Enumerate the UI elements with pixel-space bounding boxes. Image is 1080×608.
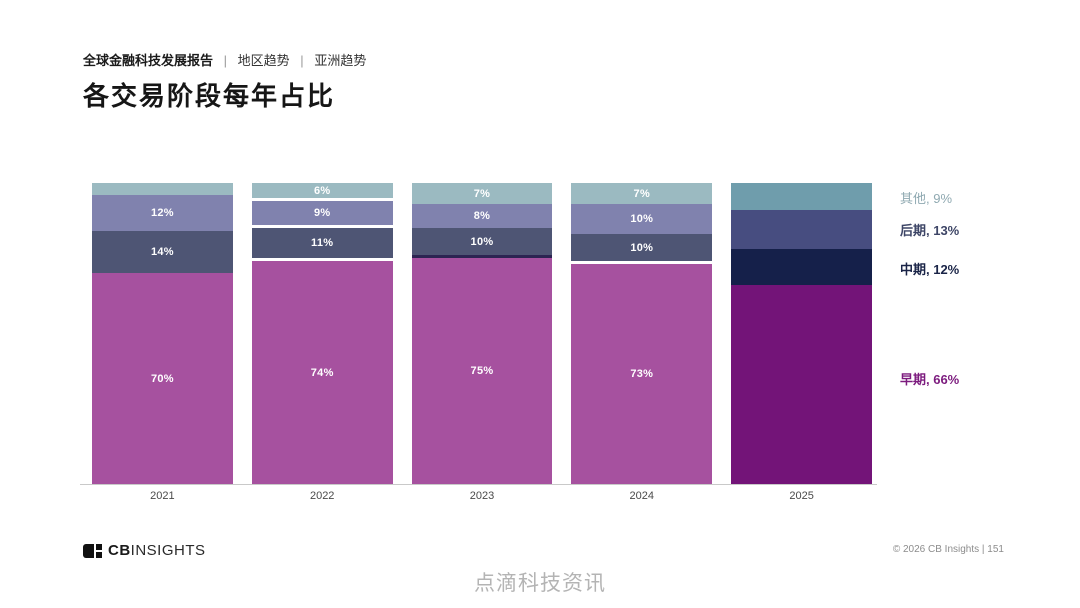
breadcrumb-region-trends: 地区趋势: [237, 53, 290, 68]
segment-value-label: 7%: [633, 187, 651, 200]
segment-中期-2023: 10%: [411, 228, 553, 259]
segment-其他-2021: [92, 183, 233, 196]
segment-其他-2025: [731, 183, 872, 211]
legend-item-早期: 早期, 66%: [900, 372, 960, 387]
segment-其他-2022: 6%: [251, 183, 393, 202]
x-tick-2023: 2023: [469, 490, 495, 502]
x-tick-2024: 2024: [629, 490, 655, 502]
segment-value-label: 9%: [313, 207, 331, 220]
segment-value-label: 73%: [630, 368, 654, 381]
watermark: 点滴科技资讯: [474, 572, 606, 595]
cbinsights-logo-icon: [83, 543, 102, 558]
segment-中期-2021: 14%: [92, 231, 233, 274]
breadcrumb: 全球金融科技发展报告 | 地区趋势 | 亚洲趋势: [83, 50, 366, 69]
segment-其他-2024: 7%: [571, 183, 713, 205]
legend-item-其他: 其他, 9%: [900, 191, 953, 206]
x-tick-2025: 2025: [789, 490, 814, 502]
segment-value-label: 14%: [150, 246, 174, 259]
x-tick-2022: 2022: [309, 490, 335, 502]
bar-2022: 6% 9% 11% 74%: [251, 183, 393, 484]
segment-value-label: 8%: [473, 210, 491, 223]
segment-value-label: 10%: [470, 235, 494, 248]
x-axis-line: [80, 484, 877, 485]
segment-value-label: 11%: [311, 237, 334, 250]
cbinsights-logo-text: CBINSIGHTS: [108, 542, 206, 559]
plot-area: 12% 14% 70% 6% 9% 11% 74% 7% 8% 10% 75% 7% 10% 10% 73%: [92, 183, 872, 484]
segment-中期-2024: 10%: [571, 234, 713, 265]
segment-其他-2023: 7%: [411, 183, 553, 205]
page-title: 各交易阶段每年占比: [83, 81, 336, 111]
segment-value-label: 10%: [630, 213, 654, 226]
segment-早期-2023: 75%: [411, 258, 553, 484]
segment-中期-2025: [731, 249, 872, 286]
segment-后期-2021: 12%: [92, 195, 233, 232]
bar-2023: 7% 8% 10% 75%: [411, 183, 553, 484]
copyright-page-number: © 2026 CB Insights | 151: [892, 544, 1004, 555]
legend-item-中期: 中期, 12%: [900, 262, 960, 277]
breadcrumb-separator: |: [223, 53, 228, 68]
bar-2021: 12% 14% 70%: [92, 183, 233, 484]
bar-2025: [731, 183, 872, 484]
segment-后期-2024: 10%: [571, 204, 713, 235]
segment-后期-2022: 9%: [251, 201, 393, 229]
segment-早期-2021: 70%: [92, 273, 233, 484]
segment-早期-2025: [731, 285, 872, 484]
segment-value-label: 7%: [473, 187, 491, 200]
logo-insights: INSIGHTS: [130, 542, 206, 559]
segment-value-label: 6%: [313, 184, 331, 197]
x-axis: 2021 2022 2023 2024 2025: [92, 490, 872, 502]
segment-后期-2023: 8%: [411, 204, 553, 229]
x-tick-2021: 2021: [150, 490, 175, 502]
cbinsights-logo: CBINSIGHTS: [83, 542, 206, 559]
report-title: 全球金融科技发展报告: [83, 53, 214, 68]
segment-value-label: 10%: [630, 241, 654, 254]
logo-cb: CB: [108, 542, 131, 559]
segment-value-label: 12%: [150, 207, 174, 220]
segment-中期-2022: 11%: [251, 228, 393, 262]
bar-2024: 7% 10% 10% 73%: [571, 183, 713, 484]
legend-item-后期: 后期, 13%: [900, 223, 960, 238]
segment-value-label: 75%: [470, 365, 494, 378]
segment-早期-2022: 74%: [251, 261, 393, 484]
segment-value-label: 74%: [310, 366, 334, 379]
segment-value-label: 70%: [150, 372, 174, 385]
breadcrumb-separator: |: [300, 53, 304, 68]
breadcrumb-asia-trends: 亚洲趋势: [314, 53, 367, 68]
segment-后期-2025: [731, 210, 872, 250]
segment-早期-2024: 73%: [571, 264, 713, 484]
